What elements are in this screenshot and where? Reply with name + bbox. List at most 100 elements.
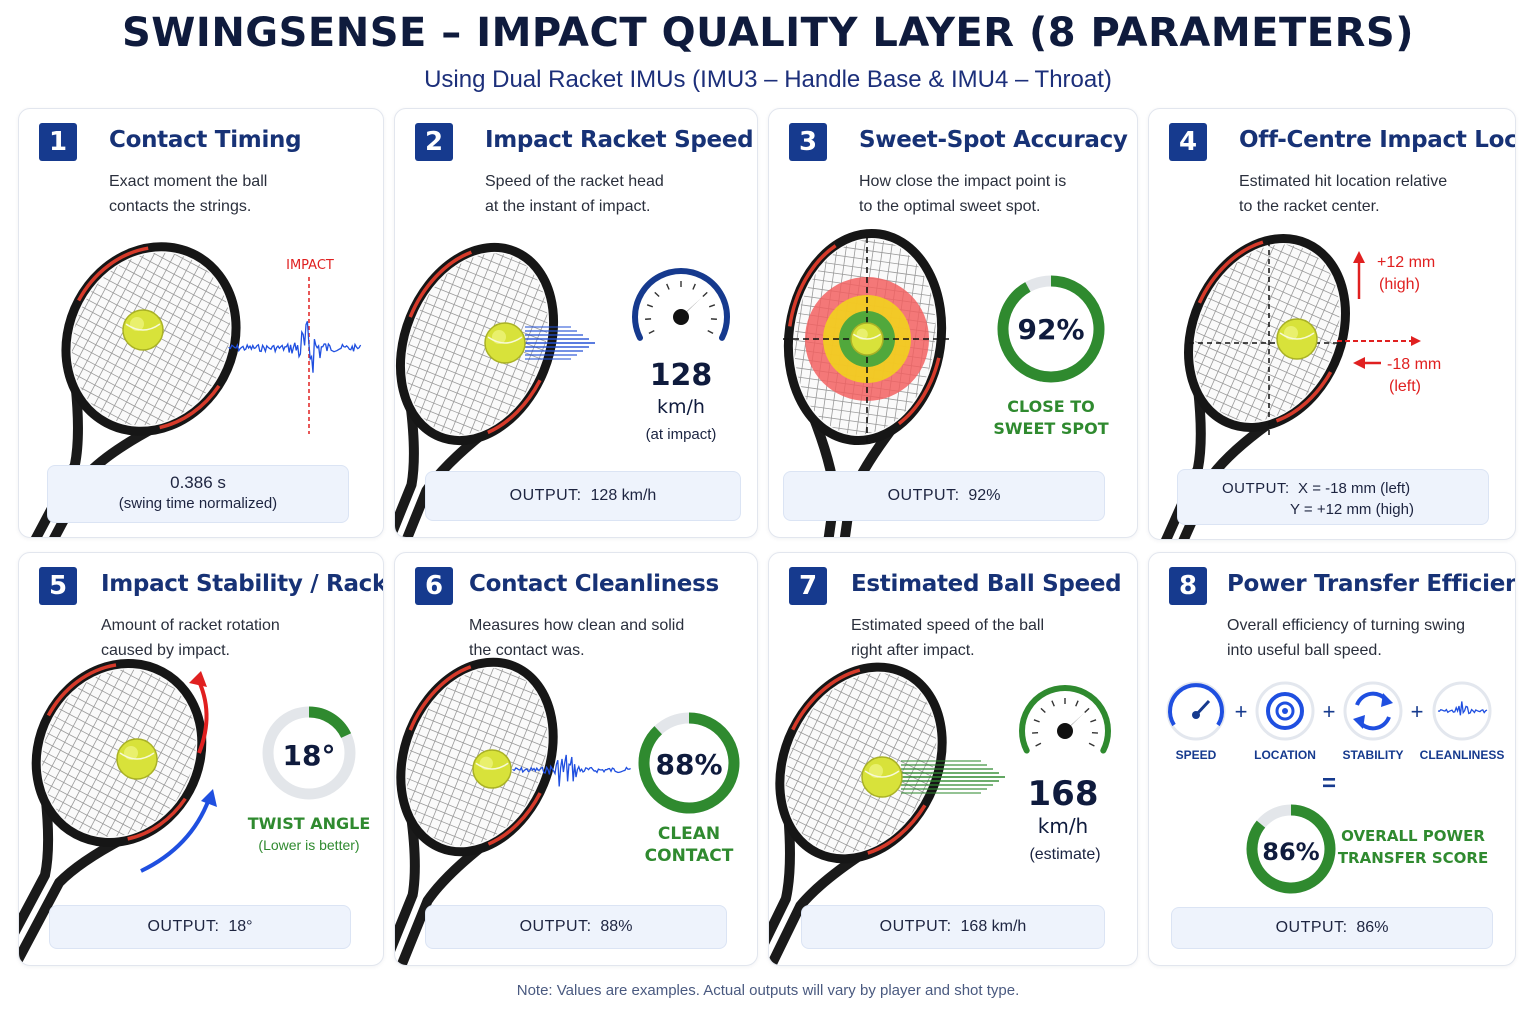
card-number: 4 (1169, 123, 1207, 161)
output-box: OUTPUT: 18° (49, 905, 351, 949)
component-label: SPEED (1176, 748, 1217, 762)
ball-icon (850, 322, 884, 356)
racket-icon (1151, 221, 1367, 539)
card-contact-timing: 1 Contact Timing Exact moment the ball co… (18, 108, 384, 538)
location-component-icon (1255, 681, 1315, 741)
arrow-up-icon (1353, 251, 1365, 299)
output-box: OUTPUT: X = -18 mm (left) Y = +12 mm (hi… (1177, 469, 1489, 525)
output-box: OUTPUT: 86% (1171, 907, 1493, 949)
rotation-arrows-icon (140, 671, 217, 873)
card-number: 6 (415, 567, 453, 605)
ball-icon (1276, 318, 1318, 360)
output-label: OUTPUT: (1222, 480, 1290, 497)
racket-illustration: 18° TWIST ANGLE (Lower is better) (19, 642, 370, 965)
card-description: Overall efficiency of turning swing into … (1227, 617, 1466, 659)
output-box: OUTPUT: 128 km/h (425, 471, 741, 521)
gauge-value: 86% (1262, 838, 1319, 866)
accuracy-gauge (997, 275, 1105, 383)
cleanliness-gauge (638, 712, 740, 814)
racket-icon (395, 232, 574, 537)
impact-label: IMPACT (286, 258, 334, 273)
component-label: CLEANLINESS (1420, 748, 1505, 762)
y-direction-label: (high) (1379, 276, 1420, 293)
racket-icon (19, 642, 225, 965)
speed-value: 128 (650, 358, 713, 393)
output-value: 168 km/h (960, 918, 1027, 935)
output-value: 86% (1356, 919, 1389, 936)
card-power-transfer-efficiency: 8 Power Transfer Efficiency Overall effi… (1148, 552, 1516, 966)
plus-sign: + (1235, 699, 1248, 724)
page-subtitle: Using Dual Racket IMUs (IMU3 – Handle Ba… (424, 66, 1112, 93)
output-label: OUTPUT: (509, 487, 582, 504)
gauge-value: 88% (655, 748, 722, 781)
crosshair-icon (1189, 241, 1337, 439)
output-value: 92% (968, 487, 1001, 504)
card-impact-racket-speed: 2 Impact Racket Speed Speed of the racke… (394, 108, 758, 538)
twist-gauge (262, 706, 356, 800)
speedometer-icon (1019, 685, 1111, 754)
motion-lines (901, 760, 1005, 794)
output-value: 0.386 s (170, 473, 226, 492)
x-offset-label: -18 mm (1387, 356, 1441, 373)
output-label: OUTPUT: (147, 918, 220, 935)
ball-icon (484, 322, 526, 364)
ball-icon (472, 749, 512, 789)
ball-icon (116, 738, 158, 780)
output-label: OUTPUT: (887, 487, 960, 504)
card-sweet-spot-accuracy: 3 Sweet-Spot Accuracy How close the impa… (768, 108, 1138, 538)
card-title: Impact Stability / Racket Twist (101, 571, 383, 597)
equals-sign: = (1322, 770, 1336, 797)
plus-sign: + (1411, 699, 1424, 724)
racket-illustration: 168 km/h (estimate) (769, 647, 1111, 965)
card-contact-cleanliness: 6 Contact Cleanliness Measures how clean… (394, 552, 758, 966)
output-label: OUTPUT: (519, 918, 592, 935)
stability-component-icon (1343, 681, 1403, 741)
card-estimated-ball-speed: 7 Estimated Ball Speed Estimated speed o… (768, 552, 1138, 966)
output-box: OUTPUT: 168 km/h (801, 905, 1105, 949)
gauge-caption-2: CONTACT (645, 846, 734, 866)
card-impact-stability: 5 Impact Stability / Racket Twist Amount… (18, 552, 384, 966)
card-description: How close the impact point is to the opti… (859, 173, 1067, 215)
output-y: Y = +12 mm (high) (1290, 501, 1414, 518)
speed-unit: km/h (657, 396, 705, 418)
speedometer-icon (632, 268, 730, 341)
card-title: Estimated Ball Speed (851, 571, 1122, 597)
card-description: Speed of the racket head at the instant o… (485, 173, 664, 215)
card-description: Amount of racket rotation caused by impac… (101, 617, 280, 659)
output-box: OUTPUT: 92% (783, 471, 1105, 521)
gauge-caption-2: TRANSFER SCORE (1338, 849, 1488, 867)
component-label: LOCATION (1254, 748, 1316, 762)
gauge-caption-1: OVERALL POWER (1341, 827, 1485, 845)
page-title: SWINGSENSE – IMPACT QUALITY LAYER (8 PAR… (122, 10, 1414, 56)
component-label: STABILITY (1342, 748, 1403, 762)
output-value: 128 km/h (590, 487, 657, 504)
cleanliness-component-icon (1432, 681, 1492, 741)
card-number: 1 (39, 123, 77, 161)
y-offset-label: +12 mm (1377, 254, 1435, 271)
output-note: (swing time normalized) (118, 495, 278, 512)
waveform-icon (512, 754, 631, 787)
card-off-centre-impact-location: 4 Off-Centre Impact Location Estimated h… (1148, 108, 1516, 540)
card-number: 5 (39, 567, 77, 605)
footer-note: Note: Values are examples. Actual output… (516, 982, 1020, 999)
gauge-caption-2: SWEET SPOT (993, 419, 1108, 438)
card-number: 8 (1169, 567, 1207, 605)
output-value: 88% (600, 918, 633, 935)
card-title: Off-Centre Impact Location (1239, 127, 1515, 153)
ball-icon (861, 756, 903, 798)
gauge-caption-1: CLOSE TO (1007, 397, 1095, 416)
card-title: Impact Racket Speed (485, 127, 754, 153)
racket-illustration: 88% CLEAN CONTACT (395, 646, 740, 965)
racket-illustration: 128 km/h (at impact) (395, 232, 730, 537)
card-number: 3 (789, 123, 827, 161)
output-value: 18° (228, 918, 253, 935)
speed-note: (estimate) (1029, 846, 1100, 863)
output-label: OUTPUT: (879, 918, 952, 935)
arrow-left-icon (1353, 357, 1381, 369)
speed-component-icon (1166, 681, 1226, 741)
plus-sign: + (1323, 699, 1336, 724)
racket-illustration: +12 mm (high) -18 mm (left) (1151, 221, 1441, 539)
card-title: Contact Cleanliness (469, 571, 719, 597)
gauge-value: 18° (283, 739, 336, 772)
power-transfer-gauge (1246, 804, 1336, 894)
